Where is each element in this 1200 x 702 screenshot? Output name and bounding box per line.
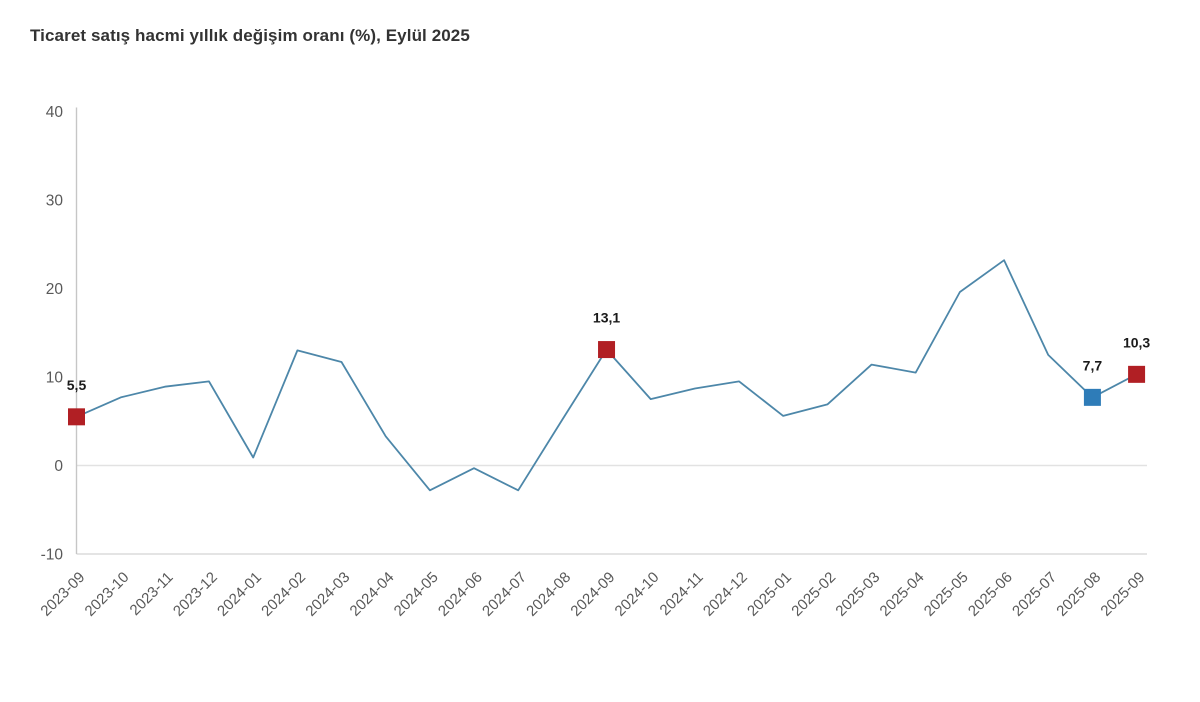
x-tick-label: 2023-09: [37, 569, 88, 620]
x-tick-label: 2024-08: [523, 569, 574, 620]
x-tick-label: 2024-01: [214, 569, 265, 620]
trend-line: [76, 259, 1138, 492]
data-point-label-2025-08: 7,7: [1083, 357, 1103, 373]
x-tick-label: 2024-09: [567, 569, 618, 620]
y-tick-label: 20: [46, 281, 64, 298]
chart-title: Ticaret satış hacmi yıllık değişim oranı…: [30, 26, 470, 45]
x-tick-label: 2025-07: [1009, 569, 1060, 620]
y-tick-label: 40: [46, 104, 64, 121]
y-tick-label: 10: [46, 370, 64, 387]
data-point-label-2024-09: 13,1: [593, 310, 620, 326]
x-tick-label: 2023-11: [127, 569, 177, 619]
x-tick-label: 2023-12: [170, 569, 221, 620]
data-point-marker-2024-09: [598, 341, 616, 359]
x-tick-label: 2024-02: [258, 569, 309, 620]
y-tick-label: 30: [46, 193, 64, 210]
x-tick-label: 2023-10: [82, 569, 133, 620]
x-tick-label: 2024-06: [435, 569, 486, 620]
data-point-marker-2023-09: [68, 408, 85, 426]
x-tick-label: 2025-04: [877, 569, 928, 620]
x-tick-label: 2024-04: [347, 569, 398, 620]
x-tick-label: 2024-07: [479, 569, 530, 620]
y-tick-label: 0: [54, 458, 63, 475]
x-tick-label: 2024-11: [657, 569, 707, 619]
x-tick-label: 2024-03: [302, 569, 353, 620]
data-point-marker-2025-09: [1128, 365, 1146, 383]
x-tick-label: 2025-08: [1053, 569, 1104, 620]
x-tick-label: 2024-10: [612, 569, 663, 620]
x-tick-label: 2025-03: [832, 569, 883, 620]
x-tick-label: 2025-06: [965, 569, 1016, 620]
data-point-label-2023-09: 5,5: [67, 377, 87, 393]
y-tick-label: -10: [41, 547, 64, 564]
x-tick-label: 2025-01: [744, 569, 795, 620]
x-tick-label: 2024-05: [391, 569, 442, 620]
data-point-marker-2025-08: [1083, 388, 1101, 406]
x-tick-label: 2024-12: [700, 569, 751, 620]
x-tick-label: 2025-02: [788, 569, 839, 620]
data-point-label-2025-09: 10,3: [1123, 334, 1150, 350]
x-tick-label: 2025-09: [1097, 569, 1148, 620]
x-tick-label: 2025-05: [921, 569, 972, 620]
